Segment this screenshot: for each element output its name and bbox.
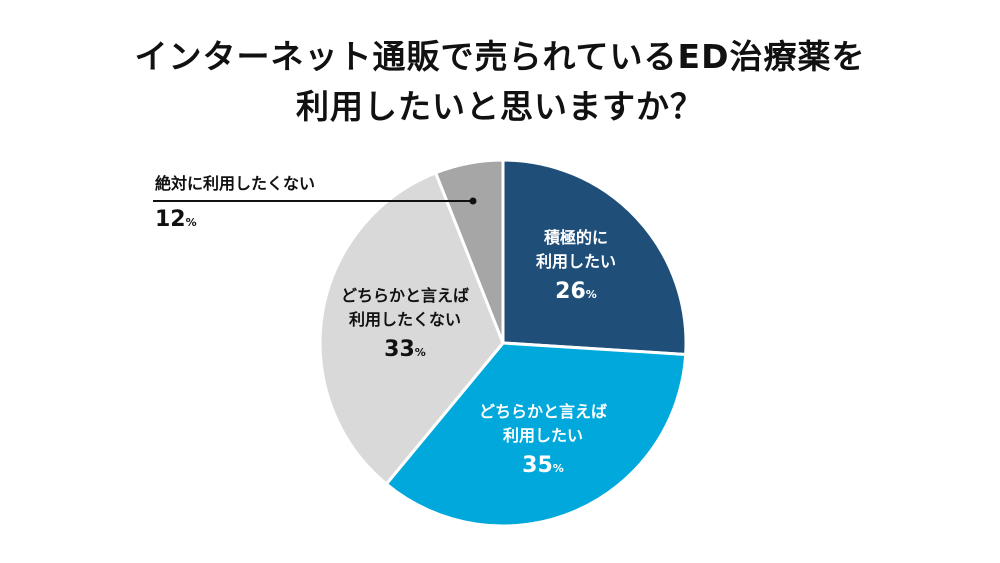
- slice-label-1: どちらかと言えば 利用したい 35%: [479, 400, 607, 481]
- pie-slice-2: [318, 170, 505, 487]
- leader-dot: [469, 197, 477, 205]
- chart-title-line2: 利用したいと思いますか？: [296, 87, 704, 126]
- slice-label-2-line1: どちらかと言えば: [340, 286, 470, 305]
- slice-value-3: 12%: [155, 207, 197, 232]
- slice-label-3: 絶対に利用したくない 12%: [155, 172, 315, 235]
- slice-label-2: どちらかと言えば 利用したくない 33%: [341, 284, 469, 365]
- slice-value-1: 35%: [522, 453, 564, 478]
- slice-label-0-line2: 利用したい: [535, 252, 617, 271]
- slice-label-2-line2: 利用したくない: [348, 310, 462, 329]
- chart-title-line1: インターネット通販で売られているED治療薬を: [134, 37, 866, 76]
- slice-value-2: 33%: [384, 337, 426, 362]
- pie-slice-1: [384, 341, 688, 528]
- slice-label-1-line2: 利用したい: [502, 426, 584, 445]
- slice-label-1-line1: どちらかと言えば: [478, 402, 608, 421]
- pie-slice-3: [433, 158, 505, 344]
- pie-slice-0: [501, 158, 688, 357]
- slice-label-0: 積極的に 利用したい 26%: [536, 226, 616, 307]
- slice-label-3-line1: 絶対に利用したくない: [155, 174, 316, 193]
- slice-value-0: 26%: [555, 279, 597, 304]
- slice-label-0-line1: 積極的に: [543, 228, 609, 247]
